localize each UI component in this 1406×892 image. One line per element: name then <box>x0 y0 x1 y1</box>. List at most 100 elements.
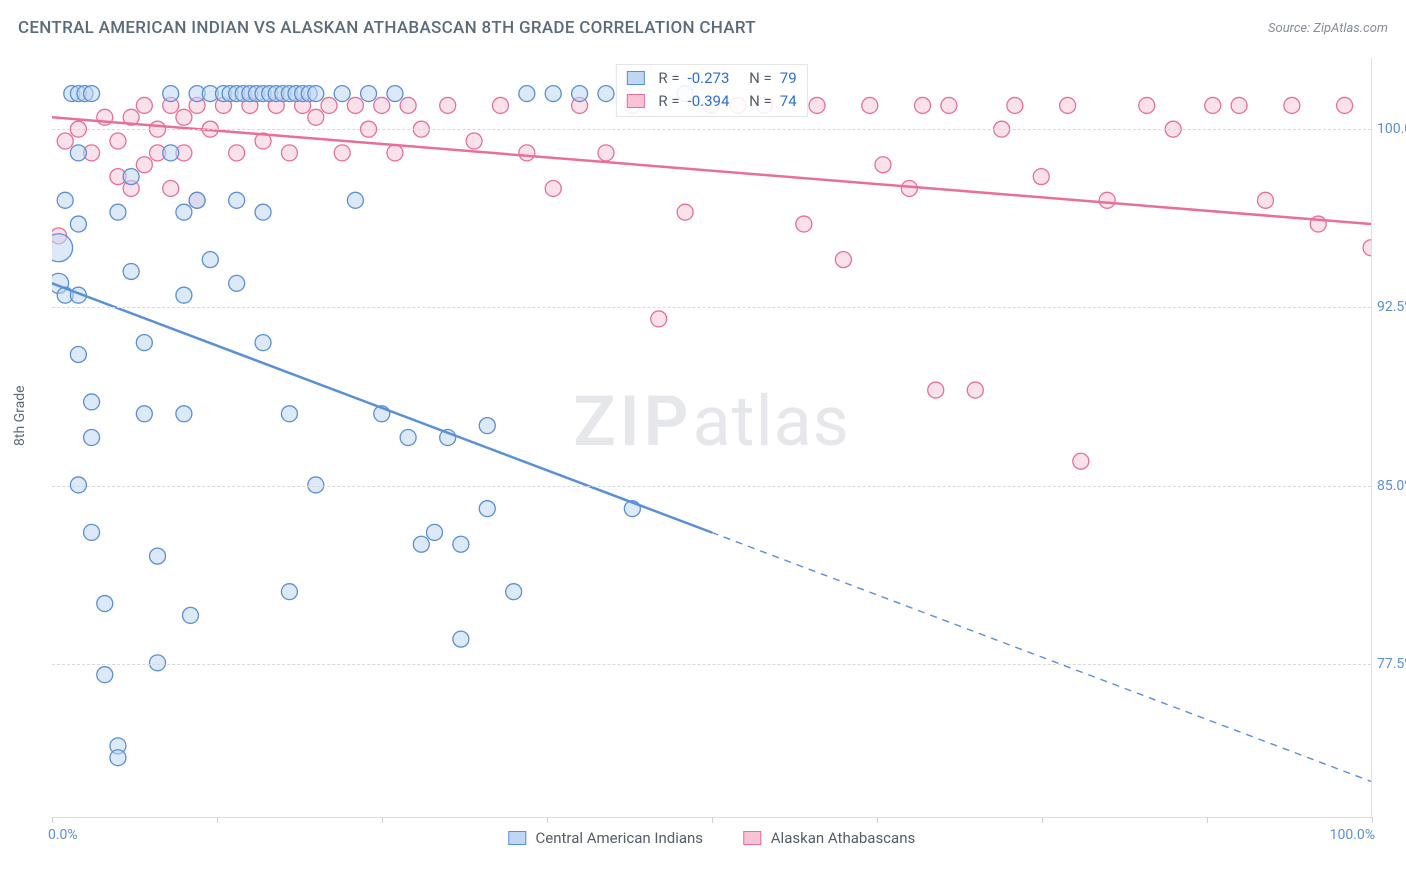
data-point <box>248 86 264 102</box>
data-point <box>809 97 825 113</box>
data-point <box>255 86 271 102</box>
data-point <box>492 97 508 113</box>
correlation-stat-box: R = -0.273 N = 79 R = -0.394 N = 74 <box>615 64 807 117</box>
ytick-label: 77.5% <box>1377 656 1406 672</box>
xtick-mark <box>547 817 548 823</box>
data-point <box>308 109 324 125</box>
data-point <box>242 97 258 113</box>
ytick-label: 85.0% <box>1377 478 1406 494</box>
data-point <box>255 204 271 220</box>
title-bar: CENTRAL AMERICAN INDIAN VS ALASKAN ATHAB… <box>18 18 1388 38</box>
data-point <box>598 145 614 161</box>
data-point <box>97 596 113 612</box>
stat-swatch-a <box>626 71 644 85</box>
data-point <box>387 86 403 102</box>
data-point <box>52 273 69 293</box>
data-point <box>136 97 152 113</box>
chart-plot-area: ZIPatlas R = -0.273 N = 79 R = -0.394 N … <box>52 58 1372 818</box>
data-point <box>222 86 238 102</box>
data-point <box>835 252 851 268</box>
data-point <box>466 133 482 149</box>
stat-r-a: -0.273 <box>688 67 730 90</box>
data-point <box>97 109 113 125</box>
data-point <box>677 204 693 220</box>
stat-n-prefix: N = <box>749 67 772 90</box>
data-point <box>163 86 179 102</box>
data-point <box>229 86 245 102</box>
gridline-h <box>52 486 1371 487</box>
data-point <box>150 548 166 564</box>
data-point <box>334 145 350 161</box>
xtick-mark <box>712 817 713 823</box>
data-point <box>1139 97 1155 113</box>
data-point <box>308 86 324 102</box>
data-point <box>215 97 231 113</box>
data-point <box>123 263 139 279</box>
data-point <box>176 406 192 422</box>
data-point <box>202 86 218 102</box>
legend: Central American Indians Alaskan Athabas… <box>508 829 915 847</box>
legend-item-a: Central American Indians <box>508 829 703 847</box>
data-point <box>123 180 139 196</box>
data-point <box>235 86 251 102</box>
data-point <box>150 145 166 161</box>
data-point <box>1033 169 1049 185</box>
data-point <box>57 133 73 149</box>
data-point <box>347 97 363 113</box>
data-point <box>70 145 86 161</box>
data-point <box>1284 97 1300 113</box>
data-point <box>334 86 350 102</box>
data-point <box>479 501 495 517</box>
data-point <box>1310 216 1326 232</box>
data-point <box>1231 97 1247 113</box>
data-point <box>301 86 317 102</box>
data-point <box>928 382 944 398</box>
data-point <box>70 216 86 232</box>
source-label: Source: ZipAtlas.com <box>1268 21 1388 36</box>
data-point <box>281 145 297 161</box>
data-point <box>295 97 311 113</box>
legend-swatch-b <box>743 831 761 845</box>
data-point <box>84 524 100 540</box>
data-point <box>110 750 126 766</box>
data-point <box>572 97 588 113</box>
data-point <box>288 86 304 102</box>
stat-n-a: 79 <box>780 67 797 90</box>
gridline-h <box>52 664 1371 665</box>
stat-n-b: 74 <box>780 90 797 113</box>
chart-title: CENTRAL AMERICAN INDIAN VS ALASKAN ATHAB… <box>18 18 756 38</box>
data-point <box>281 584 297 600</box>
data-point <box>189 86 205 102</box>
stat-row-series-a: R = -0.273 N = 79 <box>626 67 796 90</box>
data-point <box>361 86 377 102</box>
data-point <box>176 204 192 220</box>
y-axis-label: 8th Grade <box>12 385 28 446</box>
data-point <box>519 145 535 161</box>
data-point <box>268 86 284 102</box>
data-point <box>268 97 284 113</box>
xtick-label-max: 100.0% <box>1330 827 1375 843</box>
legend-swatch-a <box>508 831 526 845</box>
data-point <box>901 180 917 196</box>
data-point <box>123 109 139 125</box>
data-point <box>64 86 80 102</box>
xtick-mark <box>382 817 383 823</box>
stat-r-prefix: R = <box>658 90 679 113</box>
data-point <box>52 234 73 262</box>
xtick-mark <box>1372 817 1373 823</box>
data-point <box>796 216 812 232</box>
data-point <box>70 86 86 102</box>
data-point <box>189 192 205 208</box>
legend-item-b: Alaskan Athabascans <box>743 829 915 847</box>
data-point <box>229 275 245 291</box>
data-point <box>400 430 416 446</box>
data-point <box>110 738 126 754</box>
data-point <box>57 192 73 208</box>
xtick-mark <box>877 817 878 823</box>
data-point <box>374 406 390 422</box>
data-point <box>163 180 179 196</box>
data-point <box>84 145 100 161</box>
data-point <box>229 145 245 161</box>
data-point <box>295 86 311 102</box>
data-point <box>84 86 100 102</box>
